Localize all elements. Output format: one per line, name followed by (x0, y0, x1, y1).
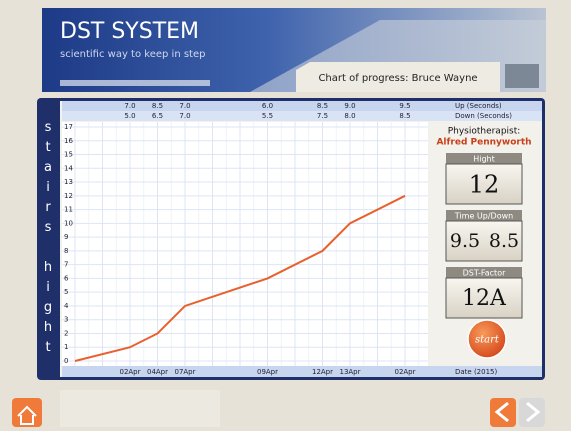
factor-label: DST-Factor (463, 269, 506, 278)
y-tick-label: 4 (64, 302, 69, 310)
home-button[interactable] (12, 398, 42, 427)
app-title: DST SYSTEM (60, 19, 199, 44)
x-axis-label: Date (2015) (455, 368, 498, 376)
y-tick-label: 9 (64, 233, 68, 241)
down-value: 5.0 (124, 112, 135, 120)
y-tick-label: 15 (64, 151, 73, 159)
logo (505, 64, 539, 88)
back-button[interactable] (490, 398, 516, 427)
up-value: 8.5 (152, 102, 163, 110)
y-tick-label: 7 (64, 261, 68, 269)
x-tick-label: 04Apr (147, 368, 168, 376)
down-value: 7.0 (179, 112, 190, 120)
physio-name: Alfred Pennyworth (436, 138, 531, 148)
hight-label: Hight (473, 155, 495, 164)
next-button[interactable] (519, 398, 545, 427)
time-label: Time Up/Down (454, 212, 513, 221)
x-tick-label: 12Apr (312, 368, 333, 376)
down-value: 8.0 (344, 112, 355, 120)
plot-area (62, 122, 428, 366)
up-value: 6.0 (262, 102, 273, 110)
down-row-label: Down (Seconds) (455, 112, 512, 120)
start-label[interactable]: start (475, 335, 500, 346)
y-tick-label: 0 (64, 357, 68, 365)
chart-caption: Chart of progress: Bruce Wayne (318, 73, 477, 84)
up-row-label: Up (Seconds) (455, 102, 502, 110)
screen: DST SYSTEM scientific way to keep in ste… (0, 0, 571, 427)
down-value: 5.5 (262, 112, 273, 120)
page: DST SYSTEM scientific way to keep in ste… (0, 0, 571, 427)
x-tick-label: 02Apr (119, 368, 140, 376)
time-down: 8.5 (489, 230, 519, 252)
y-tick-label: 11 (64, 206, 73, 214)
x-tick-label: 13Apr (339, 368, 360, 376)
up-value: 8.5 (317, 102, 328, 110)
y-tick-label: 16 (64, 137, 73, 145)
y-tick-label: 14 (64, 164, 73, 172)
x-tick-label: 02Apr (394, 368, 415, 376)
y-axis-label: stairs hight (41, 120, 56, 360)
y-tick-label: 10 (64, 219, 73, 227)
down-value: 7.5 (317, 112, 328, 120)
app-subtitle: scientific way to keep in step (60, 49, 205, 60)
hight-value: 12 (469, 171, 500, 199)
y-tick-label: 13 (64, 178, 73, 186)
y-tick-label: 12 (64, 192, 73, 200)
up-value: 7.0 (124, 102, 135, 110)
up-value: 7.0 (179, 102, 190, 110)
down-value: 6.5 (152, 112, 163, 120)
down-value: 8.5 (399, 112, 410, 120)
y-tick-label: 1 (64, 343, 68, 351)
y-tick-label: 5 (64, 288, 68, 296)
y-tick-label: 6 (64, 274, 69, 282)
x-tick-label: 07Apr (174, 368, 195, 376)
x-tick-label: 09Apr (257, 368, 278, 376)
up-value: 9.5 (399, 102, 410, 110)
y-tick-label: 8 (64, 247, 68, 255)
bottom-stripes (60, 390, 220, 427)
banner-strip (60, 80, 210, 86)
y-tick-label: 17 (64, 123, 73, 131)
y-tick-label: 3 (64, 316, 68, 324)
up-value: 9.0 (344, 102, 355, 110)
factor-value: 12A (462, 286, 507, 311)
physio-label: Physiotherapist: (448, 127, 521, 137)
time-up: 9.5 (450, 230, 480, 252)
y-tick-label: 2 (64, 329, 68, 337)
